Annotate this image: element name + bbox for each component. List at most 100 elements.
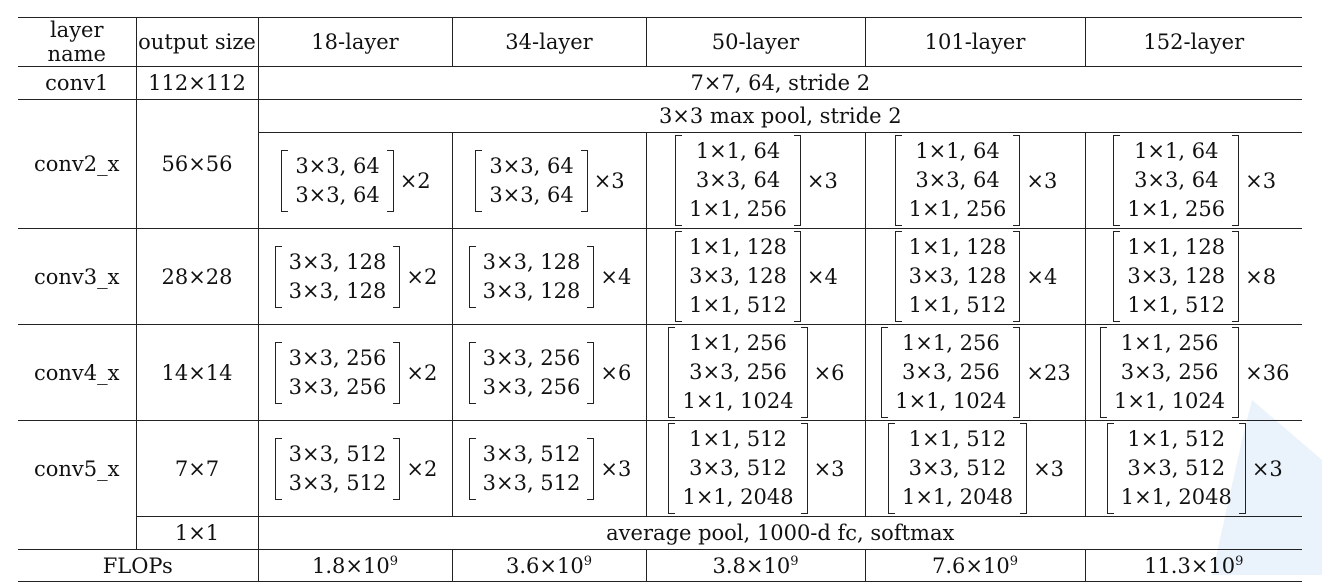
block-matrix: 1×1, 256 3×3, 256 1×1, 1024 ×6	[666, 327, 845, 418]
block-matrix: 1×1, 64 3×3, 64 1×1, 256 ×3	[893, 135, 1057, 226]
block-layer-spec: 3×3, 128	[288, 278, 387, 303]
bracket-group: 3×3, 256 3×3, 256	[467, 341, 597, 404]
block-layer-spec: 3×3, 128	[482, 278, 581, 303]
flops-mantissa: 7.6×10	[932, 553, 1010, 578]
block-matrix: 3×3, 64 3×3, 64 ×3	[473, 149, 625, 212]
bracket-group: 3×3, 64 3×3, 64	[473, 149, 589, 212]
block-layer-spec: 3×3, 256	[901, 360, 1000, 384]
maxpool-row: conv2_x 56×56 3×3 max pool, stride 2	[18, 99, 1302, 229]
header-layer-name: layer name	[18, 17, 137, 67]
block-layer-spec: 3×3, 128	[1127, 264, 1226, 288]
block-layer-spec: 1×1, 256	[908, 197, 1007, 221]
block-repeat-count: ×2	[406, 360, 438, 385]
conv4-row: conv4_x 14×14 3×3, 256 3×3, 256 ×2 3×3, 25…	[18, 324, 1302, 421]
flops-mantissa: 3.8×10	[712, 553, 791, 578]
block-layer-spec: 3×3, 512	[288, 470, 387, 495]
conv2-name: conv2_x	[18, 99, 137, 229]
block-layer-spec: 1×1, 2048	[901, 485, 1014, 509]
conv2-block-152: 1×1, 64 3×3, 64 1×1, 256 ×3	[1084, 132, 1302, 229]
block-repeat-count: ×3	[806, 168, 838, 193]
conv1-row: conv1 112×112 7×7, 64, stride 2	[18, 66, 1302, 100]
block-layer-spec: 1×1, 256	[689, 331, 787, 355]
block-matrix: 1×1, 256 3×3, 256 1×1, 1024 ×36	[1098, 327, 1289, 418]
block-layer-spec: 1×1, 1024	[682, 389, 794, 413]
block-matrix: 1×1, 256 3×3, 256 1×1, 1024 ×23	[879, 327, 1071, 418]
flops-mantissa: 1.8×10	[312, 553, 390, 578]
block-layer-spec: 3×3, 512	[482, 441, 581, 466]
conv2-block-18: 3×3, 64 3×3, 64 ×2	[258, 132, 453, 229]
classifier-output-size: 1×1	[135, 516, 259, 550]
block-layer-spec: 3×3, 512	[288, 441, 387, 466]
flops-exponent: 9	[1235, 553, 1244, 569]
block-layer-spec: 1×1, 512	[1127, 293, 1226, 317]
flops-101: 7.6×109	[864, 549, 1086, 582]
conv2-block-101: 1×1, 64 3×3, 64 1×1, 256 ×3	[864, 132, 1086, 229]
block-repeat-count: ×3	[1245, 168, 1277, 193]
flops-152: 11.3×109	[1084, 549, 1302, 582]
classifier-name-empty	[18, 516, 137, 550]
header-152-layer: 152-layer	[1084, 17, 1302, 67]
block-layer-spec: 1×1, 64	[915, 139, 1000, 163]
block-layer-spec: 3×3, 256	[288, 374, 387, 399]
bracket-group: 3×3, 128 3×3, 128	[467, 245, 597, 308]
resnet-architecture-table: layer name output size 18-layer 34-layer…	[18, 17, 1302, 582]
block-matrix: 1×1, 128 3×3, 128 1×1, 512 ×4	[673, 231, 838, 322]
block-layer-spec: 3×3, 64	[915, 168, 1000, 192]
conv2-block-50: 1×1, 64 3×3, 64 1×1, 256 ×3	[645, 132, 866, 229]
conv5-block-152: 1×1, 512 3×3, 512 1×1, 2048 ×3	[1084, 420, 1302, 517]
block-repeat-count: ×3	[1033, 456, 1065, 481]
block-layer-spec: 1×1, 256	[1120, 331, 1219, 355]
block-layer-spec: 3×3, 64	[1134, 168, 1219, 192]
bracket-group: 3×3, 256 3×3, 256	[273, 341, 403, 404]
block-layer-spec: 3×3, 512	[1127, 456, 1226, 480]
conv5-block-101: 1×1, 512 3×3, 512 1×1, 2048 ×3	[864, 420, 1086, 517]
conv3-block-101: 1×1, 128 3×3, 128 1×1, 512 ×4	[864, 228, 1086, 325]
block-matrix: 1×1, 512 3×3, 512 1×1, 2048 ×3	[886, 423, 1064, 514]
block-layer-spec: 1×1, 128	[689, 235, 787, 259]
header-row: layer name output size 18-layer 34-layer…	[18, 17, 1302, 67]
flops-exponent: 9	[389, 553, 398, 569]
block-layer-spec: 1×1, 256	[1127, 197, 1226, 221]
bracket-group: 1×1, 512 3×3, 512 1×1, 2048	[886, 423, 1029, 514]
block-matrix: 3×3, 256 3×3, 256 ×6	[467, 341, 632, 404]
conv4-block-34: 3×3, 256 3×3, 256 ×6	[451, 324, 647, 421]
header-101-layer: 101-layer	[864, 17, 1086, 67]
block-layer-spec: 3×3, 512	[689, 456, 787, 480]
block-layer-spec: 1×1, 1024	[1114, 389, 1226, 413]
bracket-group: 1×1, 128 3×3, 128 1×1, 512	[673, 231, 803, 322]
block-matrix: 3×3, 128 3×3, 128 ×4	[467, 245, 632, 308]
block-repeat-count: ×4	[600, 264, 632, 289]
flops-18: 1.8×109	[257, 549, 453, 582]
block-layer-spec: 1×1, 128	[1127, 235, 1226, 259]
block-layer-spec: 3×3, 256	[1120, 360, 1219, 384]
header-50-layer: 50-layer	[645, 17, 866, 67]
classifier-spec: average pool, 1000-d fc, softmax	[257, 516, 1302, 550]
block-matrix: 1×1, 64 3×3, 64 1×1, 256 ×3	[673, 135, 838, 226]
flops-50: 3.8×109	[645, 549, 866, 582]
block-matrix: 1×1, 512 3×3, 512 1×1, 2048 ×3	[1105, 423, 1283, 514]
block-layer-spec: 3×3, 128	[482, 249, 581, 274]
flops-label: FLOPs	[18, 549, 259, 582]
conv4-block-152: 1×1, 256 3×3, 256 1×1, 1024 ×36	[1084, 324, 1302, 421]
block-layer-spec: 1×1, 2048	[1120, 485, 1232, 509]
flops-exponent: 9	[583, 553, 592, 569]
block-matrix: 3×3, 512 3×3, 512 ×3	[467, 437, 631, 500]
block-repeat-count: ×3	[813, 456, 845, 481]
block-repeat-count: ×23	[1026, 360, 1071, 385]
block-matrix: 1×1, 128 3×3, 128 1×1, 512 ×4	[893, 231, 1057, 322]
flops-34: 3.6×109	[451, 549, 647, 582]
block-repeat-count: ×6	[600, 360, 632, 385]
bracket-group: 1×1, 512 3×3, 512 1×1, 2048	[1105, 423, 1248, 514]
block-repeat-count: ×6	[813, 360, 845, 385]
block-layer-spec: 3×3, 256	[482, 374, 581, 399]
conv1-name: conv1	[18, 66, 137, 100]
block-layer-spec: 1×1, 128	[908, 235, 1007, 259]
block-repeat-count: ×8	[1245, 264, 1277, 289]
block-matrix: 3×3, 64 3×3, 64 ×2	[279, 149, 431, 212]
bracket-group: 3×3, 64 3×3, 64	[279, 149, 395, 212]
maxpool-spec: 3×3 max pool, stride 2	[257, 99, 1302, 133]
conv3-output-size: 28×28	[135, 228, 259, 325]
conv1-spec: 7×7, 64, stride 2	[257, 66, 1302, 100]
conv2-block-34: 3×3, 64 3×3, 64 ×3	[451, 132, 647, 229]
block-layer-spec: 1×1, 256	[689, 197, 787, 221]
